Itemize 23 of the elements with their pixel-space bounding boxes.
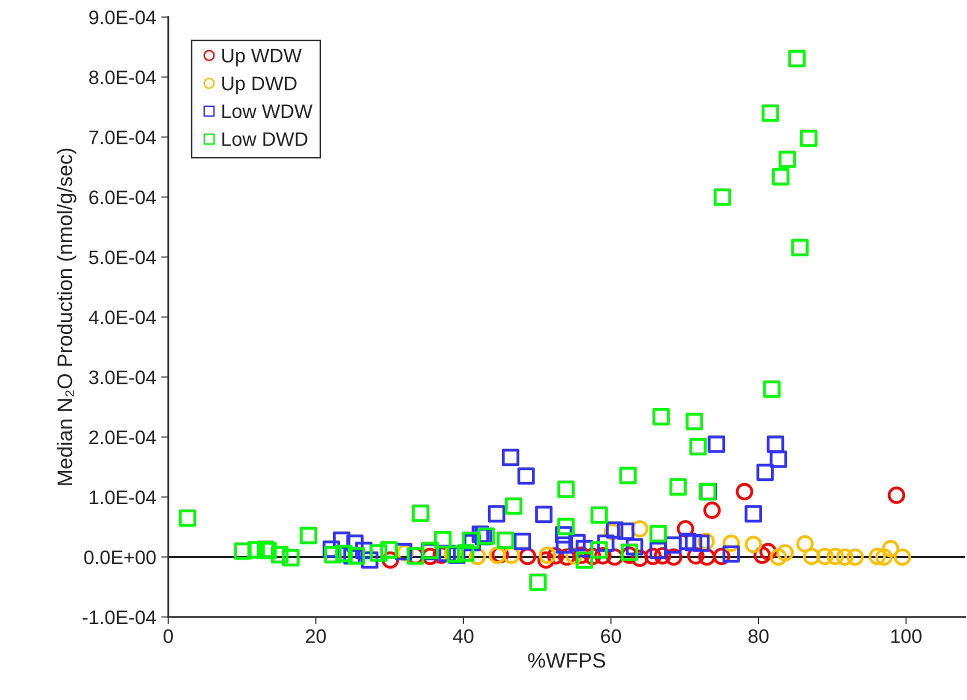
x-tick-label: 0 [164, 629, 173, 644]
y-tick-label: 4.0E-04 [88, 310, 156, 324]
x-tick-label: 60 [601, 629, 621, 644]
x-tick-label: 20 [306, 629, 326, 644]
x-tick-label: 100 [891, 629, 922, 644]
y-tick-label: 9.0E-04 [89, 10, 156, 24]
y-tick-label: 5.0E-04 [89, 250, 156, 264]
legend-label: Up DWD [222, 76, 297, 94]
y-tick-label: 7.0E-04 [89, 130, 156, 144]
legend-label: Up WDW [222, 48, 302, 66]
y-tick-label: 6.0E-04 [89, 190, 156, 204]
x-tick-label: 40 [453, 629, 474, 644]
x-tick-label: 80 [748, 629, 769, 644]
y-tick-label: 3.0E-04 [89, 370, 156, 384]
x-axis-title: %WFPS [528, 653, 606, 668]
legend-label: Low WDW [222, 104, 313, 118]
y-tick-label: 8.0E-04 [89, 70, 156, 84]
y-tick-label: 1.0E-04 [90, 490, 156, 504]
y-tick-label: -1.0E-04 [82, 610, 156, 624]
y-tick-label: 2.0E-04 [89, 430, 156, 444]
legend-label: Low DWD [222, 132, 308, 146]
y-tick-label: 0.0E+00 [84, 550, 156, 564]
y-axis-title: Median N₂O Production (nmol/g/sec) [56, 148, 76, 485]
